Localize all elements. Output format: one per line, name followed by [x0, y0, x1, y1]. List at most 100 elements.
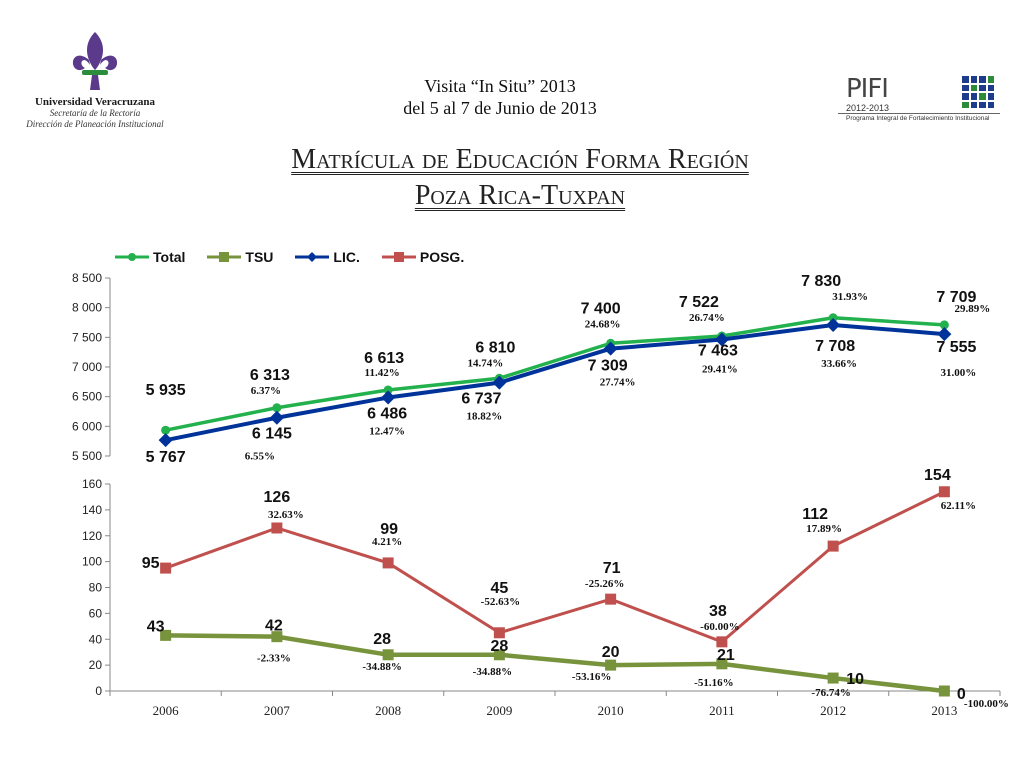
series-tsu-value-label: 20: [602, 644, 620, 661]
chart-legend: Total TSU LIC. POSG.: [115, 247, 486, 267]
series-posg-point: [716, 636, 728, 648]
series-lic-value-label: 7 309: [588, 358, 628, 375]
series-posg-value-label: 112: [802, 506, 828, 523]
pifi-caption: Programa Integral de Fortalecimiento Ins…: [846, 115, 990, 122]
x-tick-label: 2010: [598, 703, 624, 718]
pifi-logo: PIFI 2012-2013 Programa Integral de Fort…: [838, 72, 1004, 124]
series-tsu-value-label: 0: [957, 686, 966, 703]
series-tsu-line: [165, 633, 945, 694]
series-lic-value-label: 7 708: [815, 338, 855, 355]
upper-y-tick-label: 5 500: [72, 449, 102, 463]
pifi-logo-text: PIFI: [846, 74, 889, 104]
series-lic-pct-label: 33.66%: [821, 358, 857, 370]
lower-y-tick-label: 40: [89, 632, 103, 646]
legend-label-posg: POSG.: [419, 249, 465, 265]
series-total-point: [383, 385, 393, 395]
series-lic-value-label: 5 767: [146, 449, 186, 466]
lower-y-tick-label: 60: [89, 606, 103, 620]
series-total-value-label: 7 522: [679, 294, 719, 311]
series-tsu-value-label: 28: [490, 638, 508, 655]
series-lic-point: [381, 390, 396, 405]
x-tick-label: 2009: [486, 703, 512, 718]
legend-marker-tsu: [207, 252, 242, 262]
x-tick-label: 2006: [153, 703, 180, 718]
series-tsu-value-label: 21: [717, 647, 735, 664]
series-tsu-value-label: 42: [265, 618, 283, 635]
series-tsu-pct-label: -76.74%: [811, 687, 850, 699]
series-total-pct-label: 26.74%: [689, 312, 725, 324]
legend-label-lic: LIC.: [333, 249, 360, 265]
series-posg-pct-label: -52.63%: [481, 596, 520, 608]
series-posg-point: [493, 627, 505, 639]
lower-y-tick-label: 0: [95, 684, 102, 698]
series-total-value-label: 7 830: [801, 273, 841, 290]
series-posg-value-label: 95: [142, 555, 160, 572]
title-line-1: Matrícula de Educación Forma Región: [291, 144, 749, 175]
universidad-veracruzana-logo: Universidad Veracruzana Secretaría de la…: [10, 30, 180, 130]
series-posg-point: [605, 593, 617, 605]
visit-line-2: del 5 al 7 de Junio de 2013: [403, 98, 597, 118]
series-total-pct-label: 14.74%: [468, 357, 504, 369]
series-posg-line: [165, 490, 946, 644]
upper-y-tick-label: 6 500: [72, 390, 102, 404]
legend-item-lic: LIC.: [295, 249, 360, 265]
upper-y-tick-label: 8 500: [72, 271, 102, 285]
series-total-line: [165, 316, 945, 432]
series-total-pct-label: 24.68%: [585, 318, 621, 330]
university-name: Universidad Veracruzana: [34, 96, 156, 108]
series-lic-point: [714, 332, 729, 347]
series-total-value-label: 6 810: [475, 339, 515, 356]
series-total-pct-label: 11.42%: [365, 367, 400, 379]
legend-item-tsu: TSU: [207, 249, 273, 265]
upper-y-tick-label: 7 000: [72, 360, 102, 374]
series-posg-value-label: 126: [264, 489, 291, 506]
legend-item-posg: POSG.: [381, 249, 465, 265]
lower-y-tick-label: 160: [82, 477, 102, 491]
visit-info: Visita “In Situ” 2013 del 5 al 7 de Juni…: [330, 75, 670, 119]
series-lic-pct-label: 12.47%: [369, 425, 405, 437]
series-total-pct-label: 6.37%: [251, 385, 281, 397]
legend-marker-posg: [381, 252, 416, 262]
series-lic-point: [826, 317, 841, 332]
series-posg-pct-label: -60.00%: [700, 621, 739, 633]
series-tsu-point: [605, 659, 617, 671]
title-line-2: Poza Rica-Tuxpan: [414, 180, 626, 211]
series-tsu-point: [493, 649, 505, 661]
series-tsu-point: [271, 631, 283, 643]
series-lic-pct-label: 29.41%: [702, 364, 738, 376]
series-tsu-value-label: 10: [846, 671, 864, 688]
upper-y-tick-label: 6 000: [72, 419, 102, 433]
legend-marker-total: [115, 253, 149, 261]
series-total-pct-label: 31.93%: [832, 291, 868, 303]
series-total-value-label: 6 313: [250, 367, 290, 384]
series-lic-point: [603, 341, 618, 356]
pifi-grid-icon: [962, 76, 994, 108]
lower-y-tick-label: 140: [82, 503, 102, 517]
direccion-label: Dirección de Planeación Institucional: [26, 119, 164, 129]
series-lic-point: [158, 433, 173, 448]
series-posg-pct-label: -25.26%: [585, 578, 624, 590]
series-tsu-pct-label: -100.00%: [964, 698, 1009, 710]
series-tsu-pct-label: -34.88%: [473, 666, 512, 678]
x-tick-label: 2011: [709, 703, 735, 718]
series-posg-point: [160, 562, 172, 574]
series-lic-point: [937, 327, 952, 342]
series-total-point: [828, 313, 838, 323]
x-tick-label: 2013: [931, 703, 957, 718]
series-posg-point: [938, 486, 950, 498]
legend-label-total: Total: [153, 249, 186, 265]
series-posg-value-label: 71: [603, 560, 621, 577]
legend-label-tsu: TSU: [245, 249, 274, 265]
series-posg-pct-label: 17.89%: [806, 523, 842, 535]
series-posg-pct-label: 32.63%: [268, 509, 304, 521]
series-lic-pct-label: 6.55%: [245, 451, 275, 463]
series-posg-value-label: 45: [490, 580, 508, 597]
series-lic-point: [269, 410, 284, 425]
series-lic-value-label: 6 145: [252, 426, 292, 443]
series-tsu-pct-label: -51.16%: [694, 677, 733, 689]
series-total-value-label: 6 613: [364, 350, 404, 367]
series-lic-value-label: 6 486: [367, 405, 407, 422]
series-posg-pct-label: 4.21%: [372, 536, 402, 548]
series-total-pct-label: 29.89%: [955, 303, 991, 315]
